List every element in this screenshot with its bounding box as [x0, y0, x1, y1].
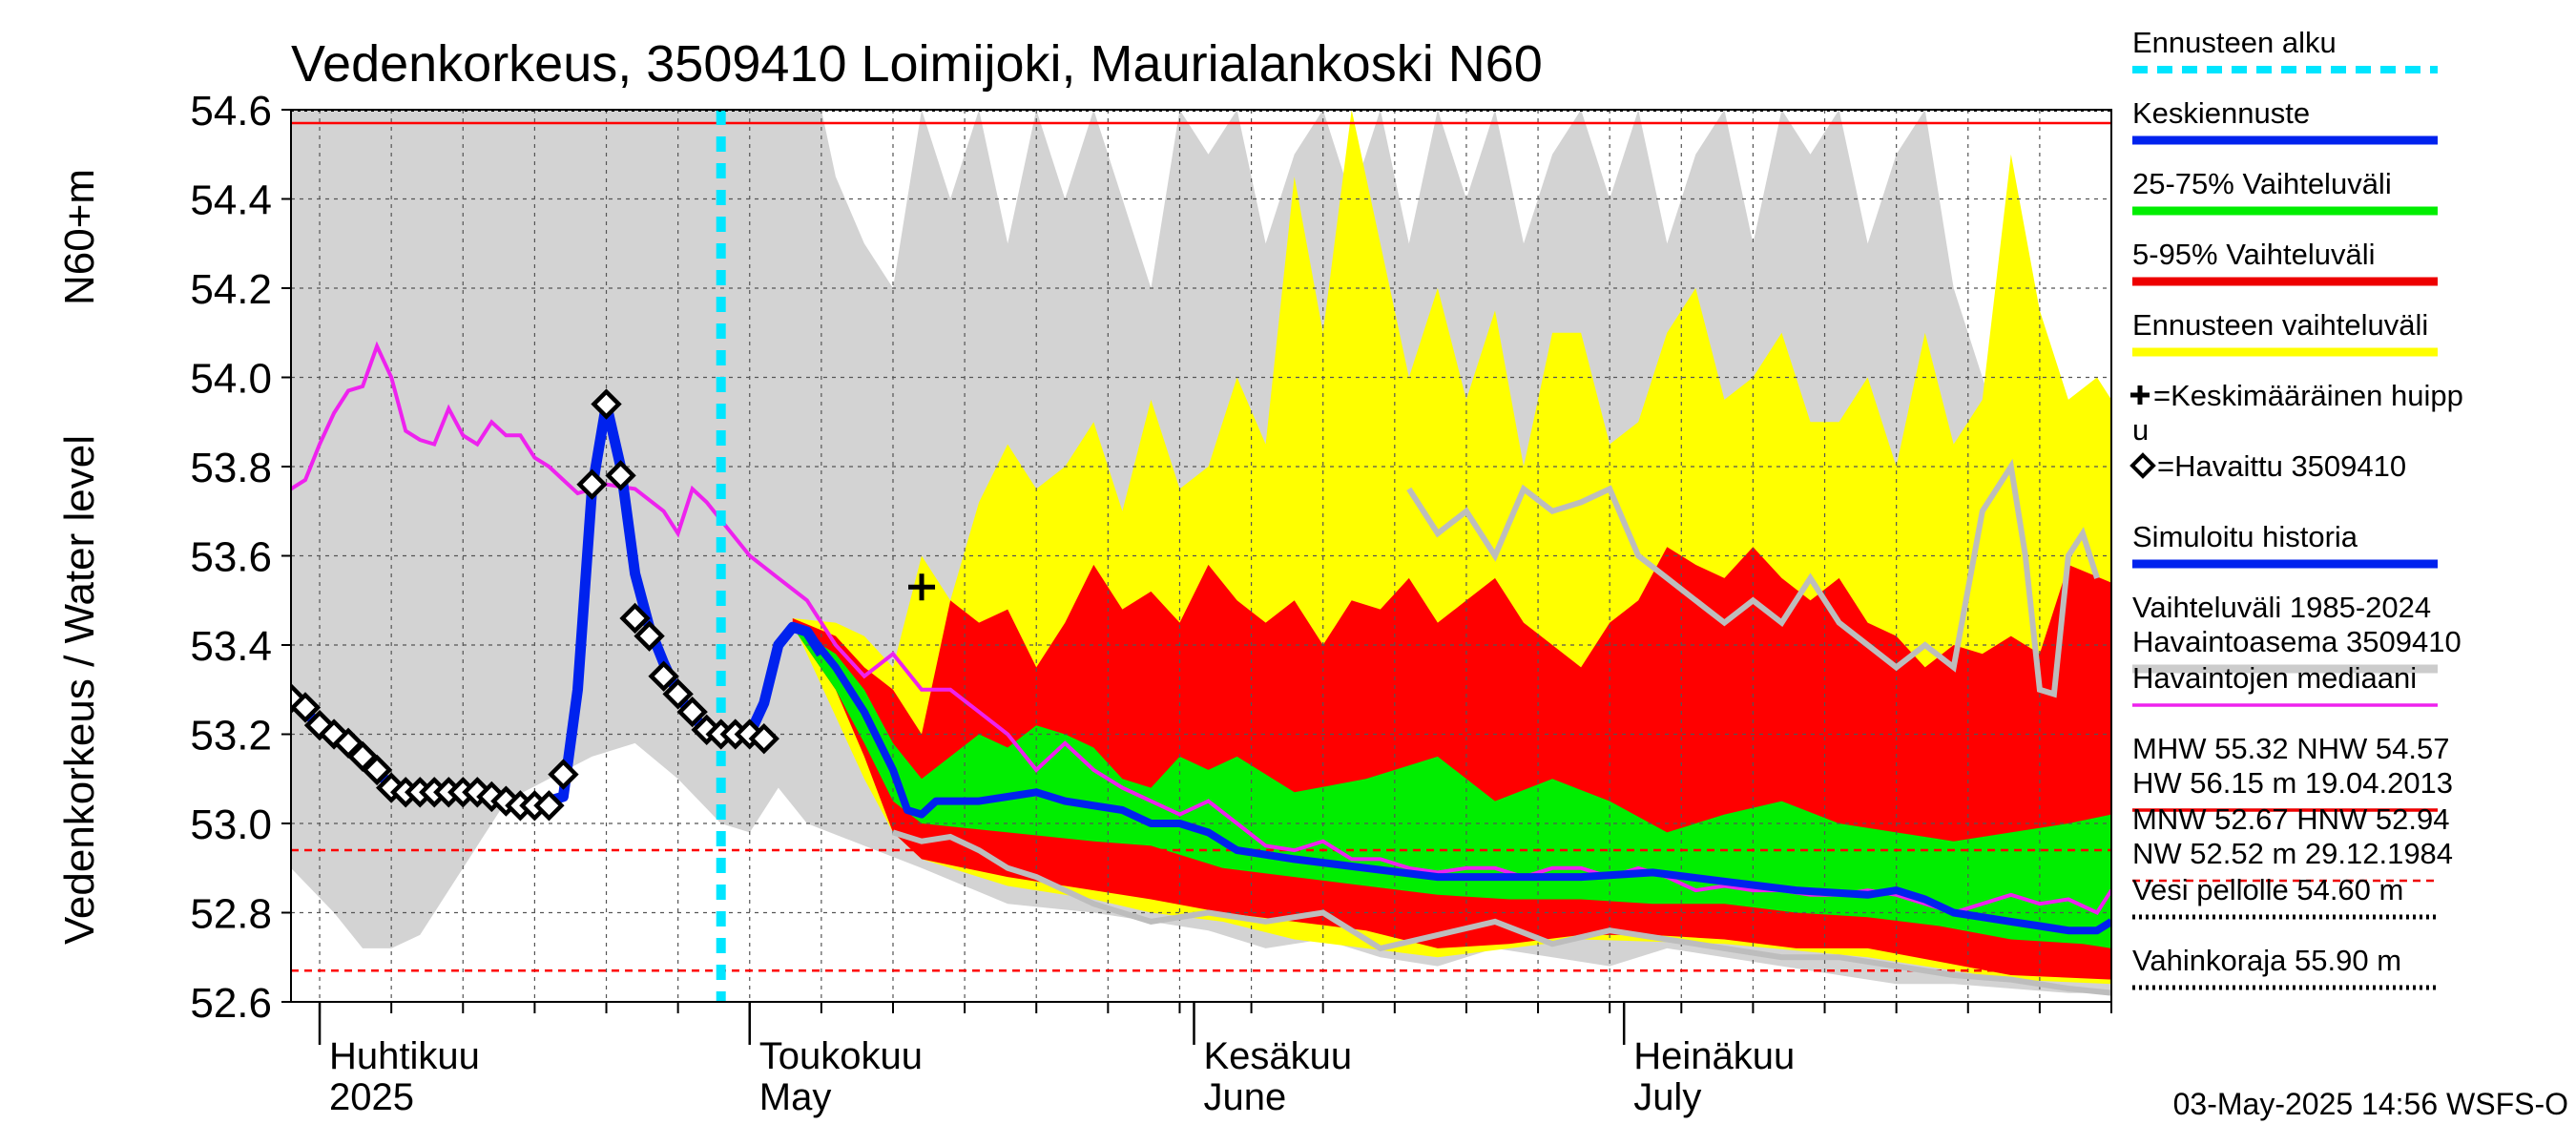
x-month-label-en: May [759, 1076, 832, 1118]
forecast-median-line [791, 623, 2111, 935]
observed-point [576, 468, 608, 500]
observed-point [548, 759, 579, 790]
y-tick-label: 53.8 [190, 445, 272, 491]
x-month-label-en: 2025 [329, 1076, 414, 1118]
axes: 52.6 52.8 53.0 53.2 53.4 53.6 53.8 54.0 54.2 54.4… [190, 88, 2112, 1118]
observed-point [533, 790, 565, 822]
observed-point [619, 602, 651, 635]
y-tick-label: 53.2 [190, 713, 272, 760]
observed-point [291, 692, 322, 723]
legend-label: 5-95% Vaihteluväli [2132, 238, 2375, 271]
y-tick-label: 54.6 [190, 88, 272, 135]
y-tick-label: 53.6 [190, 534, 272, 581]
legend-label: Vaihteluväli 1985-2024 [2132, 591, 2431, 624]
legend-label: =Havaittu 3509410 [2157, 449, 2406, 483]
legend-label: Havaintojen mediaani [2132, 661, 2417, 695]
legend-label: MHW 55.32 NHW 54.57 [2132, 732, 2450, 765]
legend-label: Ennusteen vaihteluväli [2132, 308, 2428, 342]
band-25-75 [792, 627, 2111, 948]
plot-area [291, 110, 2111, 1002]
x-month-label-en: July [1633, 1076, 1701, 1118]
observed-point [676, 696, 708, 728]
x-month-label-fi: Huhtikuu [329, 1035, 480, 1077]
observed-median-line [291, 341, 2111, 916]
y-tick-label: 54.0 [190, 356, 272, 403]
legend-label: MNW 52.67 HNW 52.94 [2132, 802, 2450, 836]
legend-label: Vesi pellolle 54.60 m [2132, 873, 2403, 906]
chart-title: Vedenkorkeus, 3509410 Loimijoki, Maurial… [291, 35, 1543, 93]
history-gray-line-upper [1406, 458, 2100, 698]
observed-point [605, 460, 636, 491]
legend-diamond-icon [2129, 452, 2156, 479]
x-month-label-en: June [1203, 1076, 1286, 1118]
timestamp-footer: 03-May-2025 14:56 WSFS-O [2173, 1087, 2568, 1121]
y-tick-label: 53.0 [190, 802, 272, 848]
observed-point [591, 388, 622, 420]
y-tick-label: 52.8 [190, 891, 272, 938]
observed-point [648, 660, 679, 692]
y-tick-label: 54.2 [190, 266, 272, 313]
history-gray-line [892, 829, 2111, 996]
legend-label: Simuloitu historia [2132, 520, 2358, 553]
legend: Ennusteen alku Keskiennuste 25-75% Vaihtel… [2129, 26, 2463, 990]
legend-label: Vahinkoraja 55.90 m [2132, 944, 2401, 977]
legend-label-line2: HW 56.15 m 19.04.2013 [2132, 766, 2453, 800]
legend-label: Ennusteen alku [2132, 26, 2337, 59]
observed-point [634, 620, 665, 652]
legend-label-line2: u [2132, 413, 2149, 447]
legend-label: =Keskimääräinen huipp [2153, 379, 2463, 412]
plot-content [291, 110, 2111, 1002]
x-month-label-fi: Heinäkuu [1633, 1035, 1795, 1077]
legend-label: 25-75% Vaihteluväli [2132, 167, 2392, 200]
legend-label: Keskiennuste [2132, 96, 2310, 130]
legend-plus-icon [2130, 385, 2150, 405]
x-month-label-fi: Kesäkuu [1203, 1035, 1352, 1077]
observed-point [662, 678, 694, 710]
y-tick-label: 52.6 [190, 980, 272, 1027]
legend-label-line2: Havaintoasema 3509410 [2132, 625, 2462, 658]
y-axis-label: Vedenkorkeus / Water level [56, 435, 103, 945]
observed-point [748, 722, 779, 755]
y-tick-label: 53.4 [190, 623, 272, 670]
x-month-label-fi: Toukokuu [759, 1035, 923, 1077]
y-axis-unit-label: N60+m [56, 169, 103, 305]
legend-label-line2: NW 52.52 m 29.12.1984 [2132, 837, 2453, 870]
observed-point [361, 754, 393, 786]
mean-peak-marker [908, 573, 936, 601]
y-tick-label: 54.4 [190, 177, 272, 224]
